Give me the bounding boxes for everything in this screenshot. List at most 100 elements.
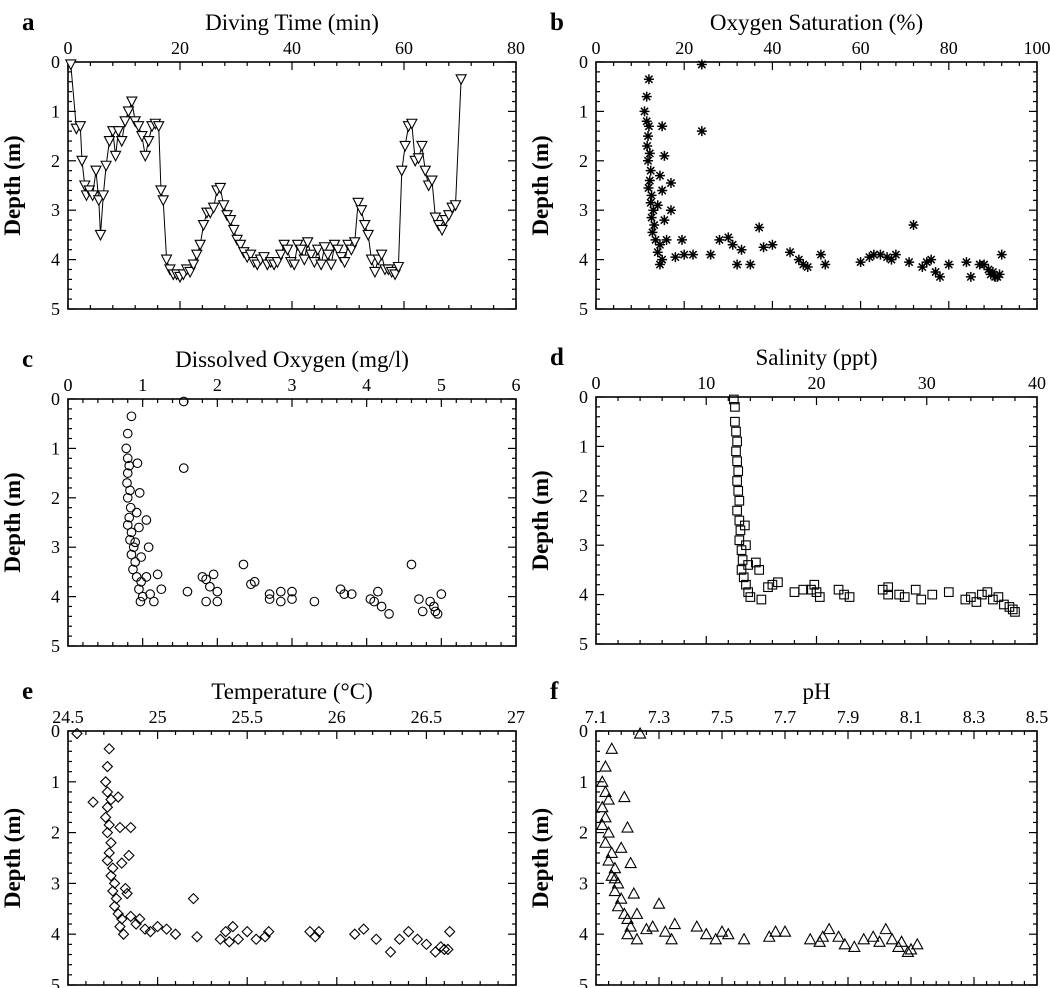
data-point [187,892,200,905]
data-point [595,800,609,813]
x-tick-label: 27 [507,707,525,727]
data-point [122,520,133,530]
data-point [443,925,456,938]
data-point [960,594,971,605]
data-point [201,596,211,607]
data-point [132,458,143,469]
data-point [105,870,117,882]
data-point [864,252,875,263]
y-tick-label: 4 [51,587,60,607]
data-point [886,254,897,265]
data-point [412,153,425,165]
data-point [178,396,189,407]
data-point [143,542,154,553]
data-point [844,592,855,602]
x-tick-label: 60 [852,38,870,58]
chart-title: pH [802,679,830,704]
data-point [743,560,753,570]
data-point [370,933,383,946]
y-tick-label: 2 [579,151,588,171]
data-point [103,743,115,755]
data-point [901,945,915,958]
data-point [904,257,915,268]
data-point [375,249,388,261]
data-point [101,826,114,839]
x-tick-label: 60 [395,38,413,58]
data-point [815,249,826,260]
y-axis-label: Depth (m) [528,135,553,235]
data-point [352,197,364,209]
data-point [429,212,442,224]
data-point [119,882,132,895]
data-point [119,116,132,128]
plot-frame [595,730,1038,986]
data-point [595,775,609,787]
data-point [157,195,170,207]
data-point [650,234,661,245]
data-point [996,249,1007,260]
data-point [126,549,137,560]
data-point [133,913,146,925]
data-point [389,269,401,281]
data-point [822,922,836,935]
data-point [136,576,147,587]
panel-c: c Dissolved Oxygen (mg/l) Depth (m) 0 1 2 3 4 5 6… [0,346,521,656]
data-point [169,928,182,940]
data-point [250,933,262,946]
data-point [420,938,433,951]
x-tick-label: 7.5 [711,707,734,727]
data-point [384,946,397,958]
y-axis-label: Depth (m) [528,808,553,908]
data-point [358,219,371,232]
data-point [112,126,125,138]
data-point [76,155,88,167]
data-point [617,907,631,919]
data-point [152,121,165,133]
y-tick-label: 3 [51,537,60,557]
data-point [883,582,894,593]
data-point [139,150,152,163]
data-point [767,239,778,250]
data-point [688,249,699,260]
data-point [135,596,146,607]
data-point [734,495,745,506]
data-point [442,210,455,222]
data-point [965,271,976,282]
data-point [979,259,990,270]
data-point [90,165,102,177]
data-point [134,584,144,595]
data-point [806,584,816,595]
data-point [883,589,894,600]
data-point [621,820,634,833]
y-tick-label: 1 [51,772,60,792]
data-point [971,597,982,607]
data-point [227,920,239,933]
data-point [733,486,744,496]
x-tick-label: 1 [138,375,147,395]
x-tick-label: 0 [64,375,73,395]
y-tick-label: 4 [51,924,60,944]
data-point [802,262,813,273]
data-point [873,935,886,947]
data-point [647,227,658,238]
data-point [855,257,866,268]
data-point [281,244,294,256]
x-tick-label: 26 [328,707,346,727]
data-point [730,402,740,412]
data-point [895,935,908,947]
data-point [649,220,660,231]
y-tick-label: 2 [51,151,60,171]
data-point [643,74,654,85]
y-tick-label: 3 [579,873,588,893]
data-point [405,118,418,130]
data-point [916,594,927,605]
y-tick-label: 0 [51,721,60,741]
data-point [244,249,257,261]
data-point [614,841,628,853]
data-point [605,742,619,754]
data-point [411,933,424,946]
data-point [332,244,344,256]
data-point [696,59,707,70]
data-point [264,594,275,604]
data-point [798,584,809,595]
